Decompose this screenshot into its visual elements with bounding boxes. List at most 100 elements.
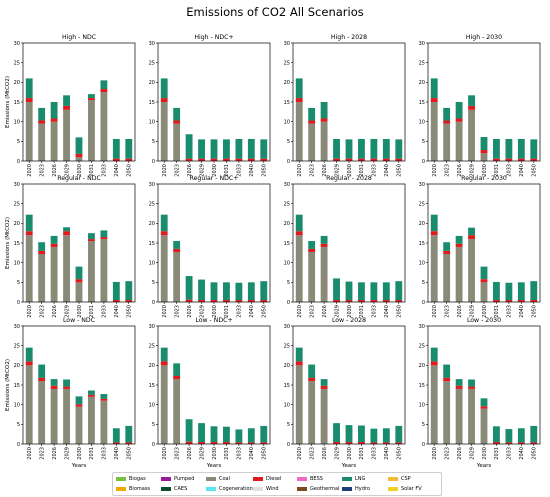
y-tick-label: 5: [287, 280, 290, 286]
bar-lng: [88, 390, 95, 395]
legend-item-bess: BESS: [297, 475, 323, 483]
y-tick-label: 15: [284, 383, 290, 389]
bar-lng: [173, 241, 181, 249]
bar-coal: [430, 365, 438, 444]
y-tick-label: 15: [419, 100, 425, 106]
bar-lng: [358, 425, 365, 443]
x-tick-label: 2026: [187, 164, 193, 177]
y-tick-label: 20: [14, 221, 20, 227]
bar-diesel: [333, 442, 340, 444]
bar-coal: [50, 121, 58, 161]
bar-lng: [88, 94, 95, 99]
legend-swatch: [297, 477, 307, 481]
bar-lng: [333, 278, 340, 301]
x-tick-label: 2050: [127, 164, 133, 177]
x-tick-label: 2026: [322, 447, 328, 460]
y-tick-label: 10: [14, 402, 20, 408]
bar-diesel: [75, 404, 83, 407]
bar-lng: [75, 266, 83, 280]
x-tick-label: 2030: [212, 305, 218, 318]
x-tick-label: 2050: [127, 305, 133, 318]
x-tick-label: 2033: [372, 164, 378, 177]
y-tick-label: 10: [284, 260, 290, 266]
x-tick-label: 2040: [249, 305, 255, 318]
y-tick-label: 0: [17, 159, 20, 165]
x-tick-label: 2033: [102, 164, 108, 177]
legend-label: Coal: [219, 476, 231, 482]
legend-swatch: [206, 487, 216, 491]
bar-lng: [382, 138, 390, 159]
bar-lng: [75, 396, 83, 405]
legend-item-biomass: Biomass: [116, 485, 150, 493]
bar-lng: [505, 282, 513, 301]
legend-item-lng: LNG: [342, 475, 365, 483]
x-tick-label: 2026: [187, 447, 193, 460]
y-tick-label: 5: [422, 139, 425, 145]
x-tick-label: 2020: [432, 305, 438, 318]
bar-lng: [530, 425, 538, 443]
bar-lng: [468, 227, 475, 236]
bar-coal: [88, 100, 95, 161]
bar-coal: [443, 254, 451, 302]
y-tick-label: 20: [149, 363, 155, 369]
x-tick-label: 2040: [114, 305, 120, 318]
plot-frame: [427, 183, 541, 303]
subplot-title: Regular - NDC+: [190, 175, 239, 182]
x-tick-label: 2029: [334, 164, 340, 177]
bar-lng: [320, 235, 328, 244]
x-tick-label: 2020: [27, 305, 33, 318]
y-tick-label: 0: [152, 442, 155, 448]
bar-diesel: [75, 279, 83, 283]
bar-lng: [430, 347, 438, 362]
bar-diesel: [25, 98, 33, 102]
bar-diesel: [530, 158, 538, 161]
plot-frame: [22, 183, 136, 303]
x-tick-label: 2023: [444, 305, 450, 318]
x-tick-label: 2029: [199, 305, 205, 318]
bar-coal: [308, 252, 316, 302]
bar-diesel: [295, 361, 303, 366]
bar-lng: [260, 425, 268, 443]
subplot-title: Low - NDC+: [195, 317, 232, 324]
y-tick-label: 10: [284, 119, 290, 125]
bar-lng: [505, 429, 513, 443]
y-tick-label: 30: [419, 324, 425, 330]
bar-lng: [333, 138, 340, 159]
bar-coal: [430, 102, 438, 161]
bar-lng: [160, 347, 168, 362]
legend-label: BESS: [310, 476, 323, 482]
bar-lng: [455, 235, 463, 244]
y-tick-label: 20: [284, 80, 290, 86]
x-tick-label: 2020: [432, 447, 438, 460]
bar-diesel: [173, 375, 181, 380]
bar-diesel: [505, 442, 513, 444]
bar-lng: [112, 428, 120, 443]
x-tick-label: 2031: [494, 447, 500, 460]
bar-diesel: [333, 300, 340, 302]
bar-lng: [468, 379, 475, 387]
legend-label: Hydro: [355, 486, 370, 492]
plot-frame: [157, 42, 271, 162]
bar-diesel: [480, 279, 488, 283]
x-tick-label: 2050: [397, 447, 403, 460]
y-tick-label: 25: [284, 201, 290, 207]
bar-diesel: [345, 158, 353, 161]
plot-frame: [22, 42, 136, 162]
y-tick-label: 0: [287, 442, 290, 448]
x-tick-label: 2033: [507, 164, 513, 177]
y-tick-label: 20: [419, 221, 425, 227]
bar-diesel: [198, 442, 205, 444]
y-tick-label: 20: [149, 221, 155, 227]
x-tick-label: 2030: [347, 447, 353, 460]
bar-lng: [308, 364, 316, 378]
bar-diesel: [382, 442, 390, 444]
bar-diesel: [235, 442, 243, 444]
bar-diesel: [468, 386, 475, 389]
legend-label: Pumped: [174, 476, 195, 482]
y-tick-label: 15: [14, 100, 20, 106]
bar-diesel: [358, 300, 365, 302]
y-tick-label: 30: [284, 182, 290, 188]
subplot-title: Low - NDC: [63, 317, 95, 324]
y-tick-label: 10: [284, 402, 290, 408]
bar-lng: [455, 379, 463, 386]
